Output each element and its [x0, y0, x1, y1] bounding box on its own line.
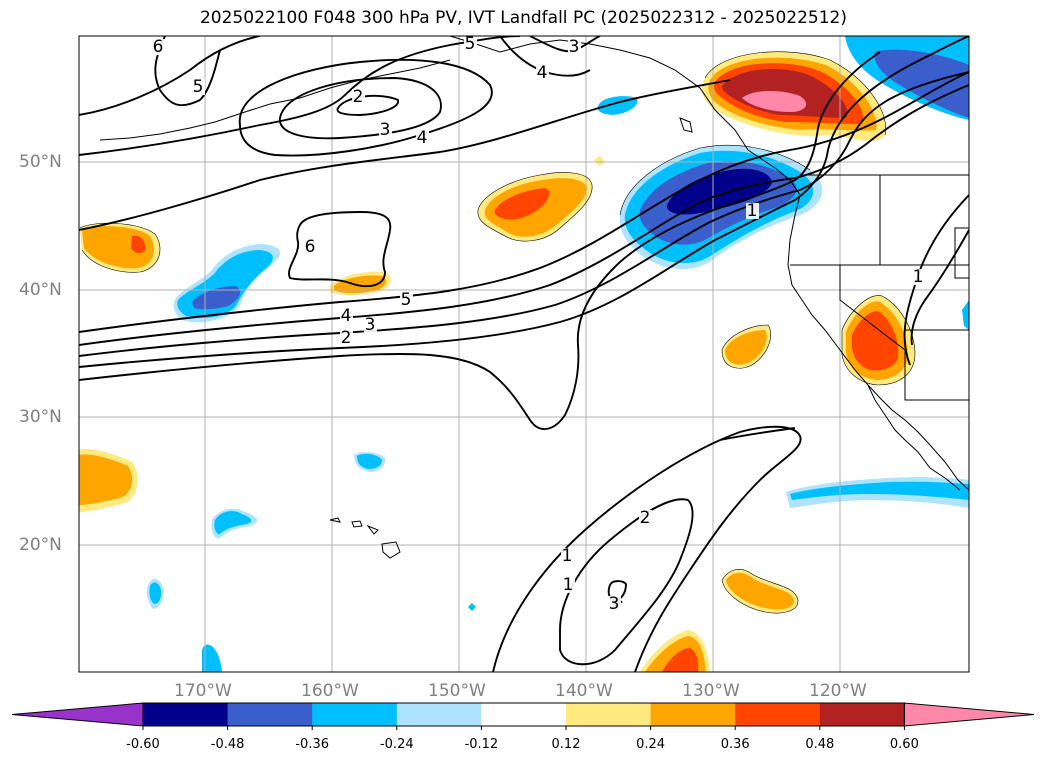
colorbar-segment — [227, 703, 313, 726]
contour-label-bg — [340, 308, 353, 324]
colorbar-segment — [143, 703, 229, 726]
contour-label-bg — [152, 39, 165, 55]
colorbar-tick-label: -0.36 — [295, 737, 329, 752]
contour-label: 2 — [353, 87, 364, 107]
contour-label: 3 — [569, 37, 580, 57]
colorbar-tick-label: 0.24 — [636, 737, 666, 752]
colorbar-tick-label: 0.60 — [889, 737, 919, 752]
contour-label: 6 — [153, 37, 164, 57]
contour-label-bg — [568, 39, 581, 55]
contour-label-bg — [608, 596, 621, 612]
contour-label: 2 — [341, 328, 352, 348]
contour-label-bg — [379, 122, 392, 138]
lon-label-120w: 120°W — [809, 681, 867, 701]
colorbar-tick-label: -0.12 — [464, 737, 499, 752]
map-frame — [78, 35, 970, 673]
contour-label-bg — [562, 577, 575, 593]
colorbar-tick-label: 0.48 — [805, 737, 835, 752]
lon-label-130w: 130°W — [682, 681, 740, 701]
contour-label-bg — [400, 292, 413, 308]
contour-label-bg — [639, 510, 652, 526]
lat-label-20n: 20°N — [19, 535, 62, 555]
colorbar-tick-label: -0.24 — [379, 737, 414, 752]
contour-label-bg — [192, 79, 205, 95]
colorbar-tick-label: 0.12 — [551, 737, 581, 752]
contour-label-bg — [912, 269, 925, 285]
contour-label: 3 — [609, 594, 620, 614]
colorbar — [11, 702, 1035, 730]
contour-label: 2 — [640, 508, 651, 528]
colorbar-segment — [735, 703, 821, 726]
colorbar-segment — [819, 703, 905, 726]
contour-label-bg — [340, 330, 353, 346]
lon-label-140w: 140°W — [555, 681, 613, 701]
lon-label-160w: 160°W — [301, 681, 359, 701]
colorbar-extend-high — [903, 702, 1035, 727]
lat-label-30n: 30°N — [19, 407, 62, 427]
contour-label: 1 — [747, 201, 758, 221]
colorbar-extend-low — [11, 702, 144, 727]
colorbar-segment — [650, 703, 736, 726]
contour-label-bg — [464, 36, 477, 52]
contour-label: 3 — [380, 120, 391, 140]
contour-label: 5 — [193, 77, 204, 97]
contour-label: 4 — [537, 63, 548, 83]
contour-label: 4 — [341, 306, 352, 326]
colorbar-tick-label: -0.60 — [126, 737, 160, 752]
colorbar-segment — [566, 703, 652, 726]
coastlines — [99, 36, 969, 607]
contour-label: 5 — [401, 290, 412, 310]
colorbar-segment — [481, 703, 567, 726]
colorbar-tick-label: 0.36 — [720, 737, 750, 752]
contour-label: 4 — [417, 128, 428, 148]
colorbar-frame — [142, 702, 905, 727]
contour-label: 6 — [305, 237, 316, 257]
map-title: 2025022100 F048 300 hPa PV, IVT Landfall… — [199, 8, 847, 28]
contour-label-bg — [304, 239, 317, 255]
contour-label: 3 — [365, 315, 376, 335]
lat-label-40n: 40°N — [19, 280, 62, 300]
lon-label-150w: 150°W — [428, 681, 486, 701]
contour-label-bg — [536, 65, 549, 81]
colorbar-segment — [396, 703, 482, 726]
contour-label-bg — [416, 130, 429, 146]
contour-label-bg — [352, 89, 365, 105]
colorbar-segment — [312, 703, 398, 726]
contour-label-bg — [561, 548, 574, 564]
lon-label-170w: 170°W — [174, 681, 232, 701]
contour-label-bg — [746, 203, 759, 219]
contour-label: 5 — [465, 34, 476, 54]
contour-label: 1 — [913, 267, 924, 287]
colorbar-tick-label: -0.48 — [210, 737, 245, 752]
contour-label: 1 — [562, 546, 573, 566]
lat-label-50n: 50°N — [19, 152, 62, 172]
contour-label: 1 — [563, 575, 574, 595]
contour-label-bg — [364, 317, 377, 333]
